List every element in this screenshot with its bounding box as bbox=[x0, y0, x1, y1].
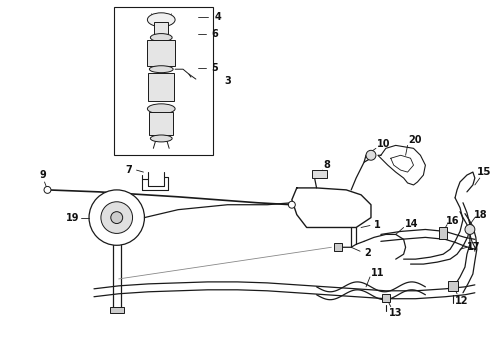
Text: 14: 14 bbox=[405, 219, 418, 229]
Text: 7: 7 bbox=[125, 165, 132, 175]
Text: 1: 1 bbox=[373, 220, 380, 230]
Text: 9: 9 bbox=[39, 170, 46, 180]
Bar bbox=[382, 294, 390, 302]
Text: 3: 3 bbox=[224, 76, 231, 86]
Bar bbox=[448, 281, 458, 291]
Text: 6: 6 bbox=[211, 28, 218, 39]
Bar bbox=[110, 307, 123, 312]
Text: 10: 10 bbox=[377, 139, 391, 149]
Bar bbox=[312, 170, 327, 178]
Circle shape bbox=[101, 202, 133, 233]
Ellipse shape bbox=[149, 66, 173, 73]
Text: 16: 16 bbox=[446, 216, 460, 226]
Text: 8: 8 bbox=[323, 160, 330, 170]
Text: 11: 11 bbox=[371, 268, 385, 278]
Bar bbox=[334, 243, 343, 251]
Bar bbox=[147, 40, 175, 66]
Ellipse shape bbox=[147, 104, 175, 114]
Circle shape bbox=[44, 186, 51, 193]
Bar bbox=[148, 73, 174, 101]
Circle shape bbox=[289, 201, 295, 208]
Circle shape bbox=[89, 190, 145, 245]
Bar bbox=[154, 22, 168, 33]
Bar bbox=[114, 7, 213, 155]
Circle shape bbox=[111, 212, 122, 224]
Text: 4: 4 bbox=[214, 12, 221, 22]
Text: 18: 18 bbox=[474, 210, 488, 220]
Ellipse shape bbox=[150, 135, 172, 142]
Circle shape bbox=[465, 225, 475, 234]
Text: 2: 2 bbox=[365, 248, 371, 258]
Text: 17: 17 bbox=[467, 242, 481, 252]
Text: 20: 20 bbox=[409, 135, 422, 145]
Circle shape bbox=[366, 150, 376, 160]
Text: 19: 19 bbox=[66, 213, 79, 222]
Ellipse shape bbox=[150, 33, 172, 41]
Text: 13: 13 bbox=[389, 307, 402, 318]
Bar bbox=[439, 228, 447, 239]
Text: 12: 12 bbox=[455, 296, 469, 306]
Text: 5: 5 bbox=[211, 63, 218, 73]
Text: 15: 15 bbox=[476, 167, 490, 177]
Ellipse shape bbox=[147, 13, 175, 27]
Bar bbox=[149, 112, 173, 135]
